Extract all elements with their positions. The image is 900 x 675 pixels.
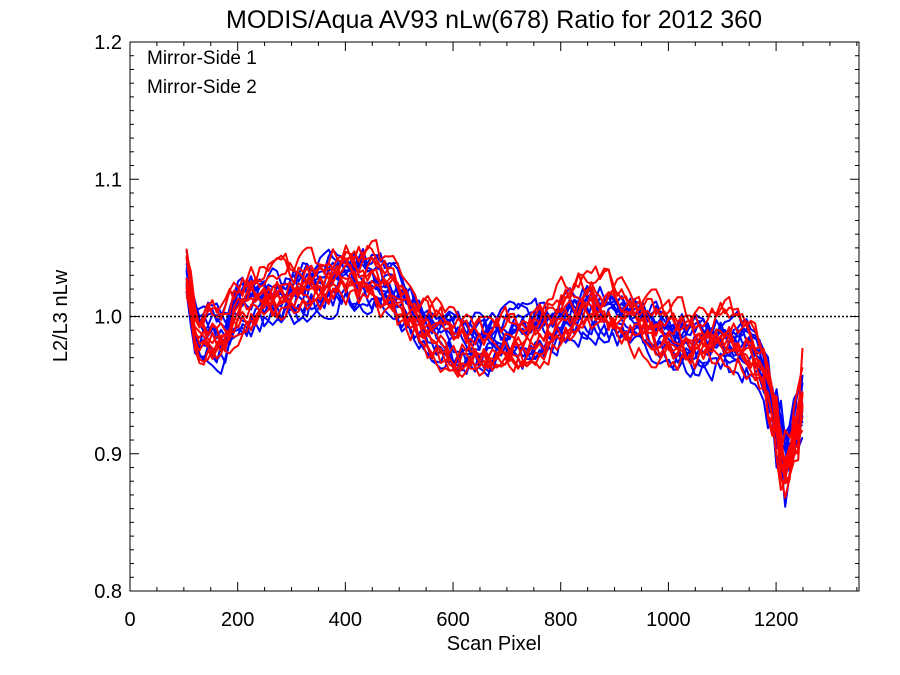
y-axis-label: L2/L3 nLw (50, 269, 72, 362)
x-tick-label: 400 (329, 609, 362, 631)
x-tick-label: 800 (544, 609, 577, 631)
legend: Mirror-Side 1 Mirror-Side 2 (147, 48, 257, 98)
y-tick-label: 1.0 (94, 307, 122, 329)
x-tick-label: 200 (221, 609, 254, 631)
series-layer (185, 239, 804, 508)
mirror-side-1-line (185, 290, 804, 473)
mirror-side-2-line (185, 277, 804, 499)
y-tick-label: 1.1 (94, 169, 122, 191)
x-tick-labels: 0 200 400 600 800 1000 1200 (124, 609, 798, 631)
mirror-side-1-line (185, 284, 804, 473)
mirror-side-2-line (185, 256, 804, 463)
mirror-side-2-line (185, 245, 804, 477)
y-tick-labels: 0.8 0.9 1.0 1.1 1.2 (94, 32, 122, 603)
y-tick-label: 0.9 (94, 444, 122, 466)
legend-entry-mirror-side-1: Mirror-Side 1 (147, 48, 257, 69)
y-tick-label: 0.8 (94, 581, 122, 603)
x-tick-label: 0 (124, 609, 135, 631)
legend-entry-mirror-side-2: Mirror-Side 2 (147, 77, 257, 98)
y-tick-label: 1.2 (94, 32, 122, 54)
mirror-side-2-line (185, 263, 804, 482)
x-tick-label: 1200 (754, 609, 799, 631)
chart-title: MODIS/Aqua AV93 nLw(678) Ratio for 2012 … (226, 6, 762, 34)
x-tick-label: 1000 (646, 609, 691, 631)
x-axis-label: Scan Pixel (447, 633, 542, 655)
mirror-side-2-line (185, 255, 804, 485)
x-tick-label: 600 (436, 609, 469, 631)
mirror-side-1-line (185, 258, 804, 454)
